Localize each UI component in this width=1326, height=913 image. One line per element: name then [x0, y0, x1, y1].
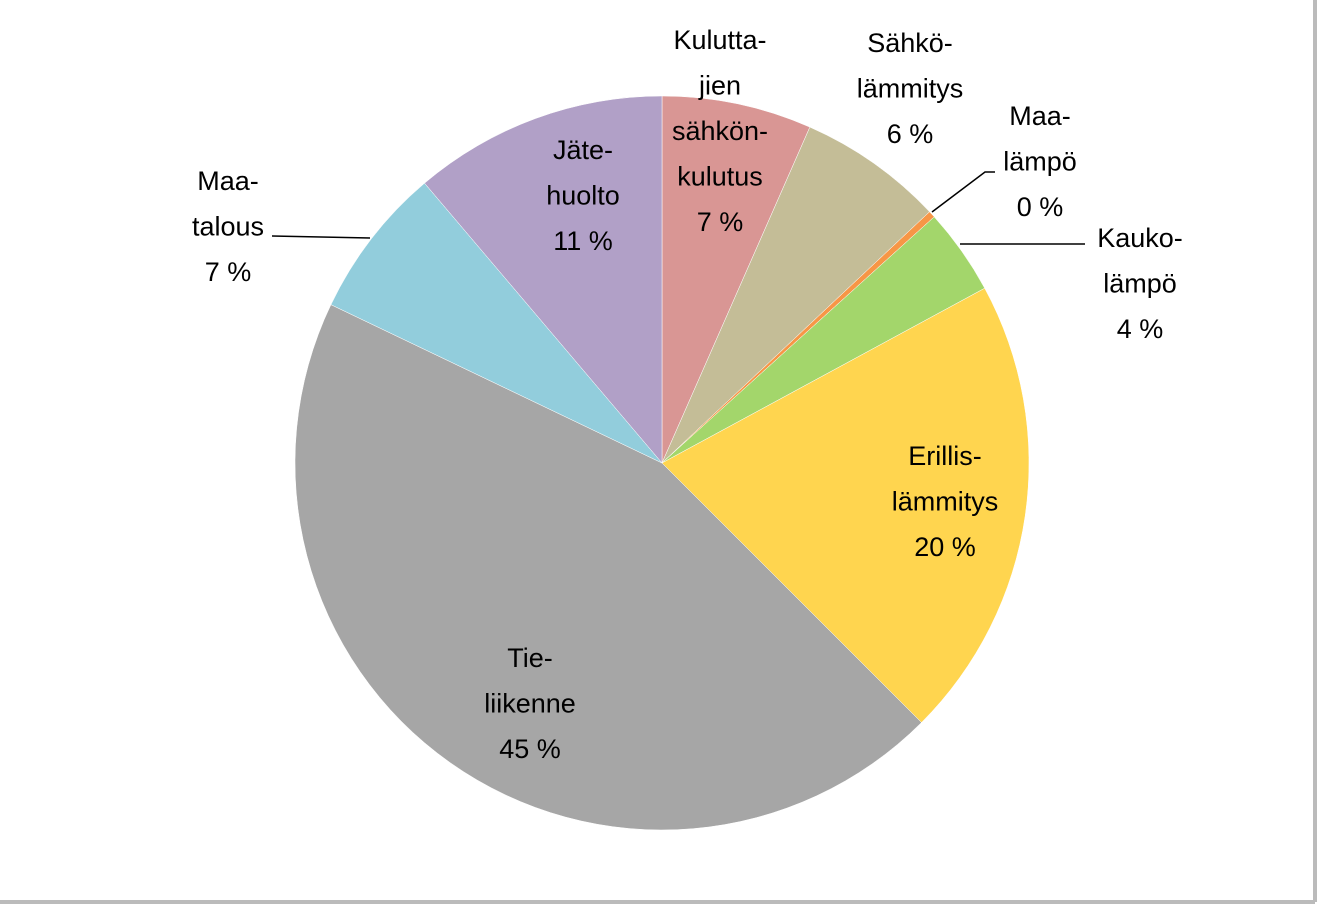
value-label: 11 %: [553, 226, 613, 256]
value-label: 20 %: [914, 532, 976, 562]
slice-label: liikenne: [484, 689, 576, 719]
pie-slice: [661, 126, 930, 464]
slice-label: Erillis-: [908, 441, 982, 471]
slice-label: Jäte-: [553, 135, 613, 165]
slice-label: Maa-: [197, 166, 259, 196]
value-label: 7 %: [697, 207, 744, 237]
value-label: 7 %: [205, 257, 252, 287]
value-label: 4 %: [1117, 314, 1164, 344]
pie-slice: [424, 95, 663, 464]
slice-label: lämmitys: [857, 74, 964, 104]
value-label: 0 %: [1017, 192, 1064, 222]
slice-label: lämpö: [1103, 269, 1177, 299]
value-label: 6 %: [887, 119, 934, 149]
slice-label: huolto: [546, 181, 620, 211]
leader-line: [931, 171, 995, 213]
slice-label: lämmitys: [892, 487, 999, 517]
slice-label: Sähkö-: [867, 28, 953, 58]
leader-line: [271, 235, 371, 239]
slice-label: Kulutta-: [673, 25, 766, 55]
slice-label: Maa-: [1009, 101, 1071, 131]
slice-label: Tie-: [507, 643, 553, 673]
slice-label: jien: [698, 71, 741, 101]
pie-slice: [661, 287, 1030, 723]
slice-label: sähkön-: [672, 116, 768, 146]
slice-label: kulutus: [677, 162, 763, 192]
slice-label: lämpö: [1003, 147, 1077, 177]
value-label: 45 %: [499, 734, 561, 764]
slice-label: Kauko-: [1097, 223, 1183, 253]
slice-label: talous: [192, 212, 264, 242]
pie-slice: [330, 182, 663, 464]
pie-slice: [294, 304, 922, 831]
pie-slice: [661, 95, 811, 464]
